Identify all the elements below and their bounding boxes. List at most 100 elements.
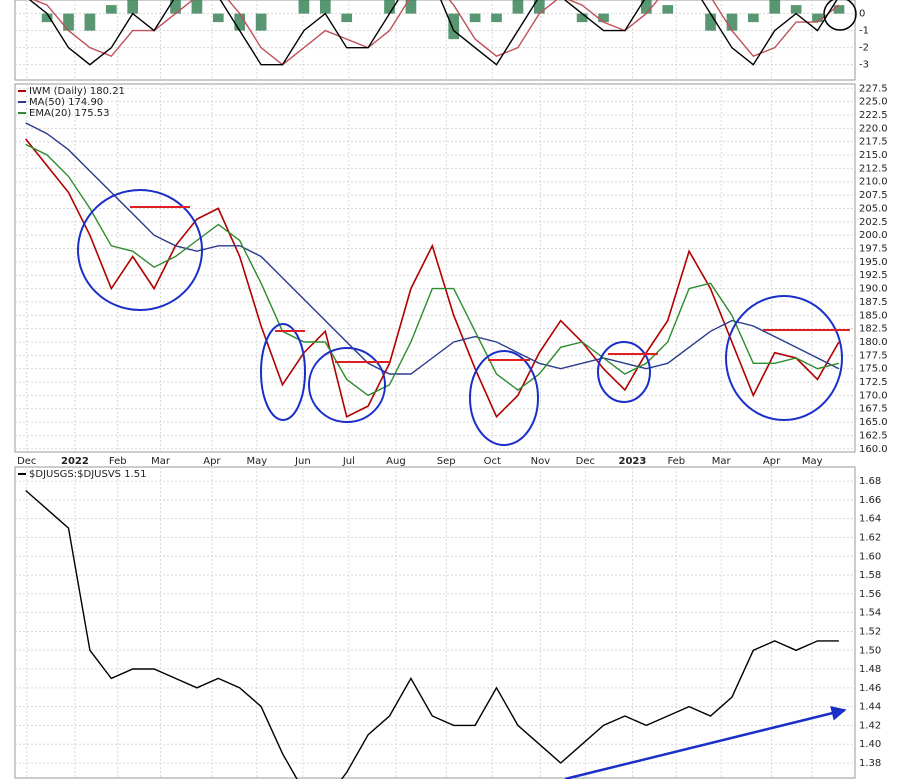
y-tick-label: 167.5 — [859, 404, 888, 415]
x-tick-label: May — [246, 456, 267, 467]
histogram-bar — [170, 0, 181, 14]
x-tick-label: Dec — [17, 456, 36, 467]
y-tick-label: -3 — [859, 60, 869, 71]
y-tick-label: 192.5 — [859, 270, 888, 281]
histogram-bar — [448, 13, 460, 40]
x-tick-label: Oct — [484, 456, 501, 467]
histogram-bar — [105, 5, 117, 14]
y-tick-label: 217.5 — [859, 137, 888, 148]
y-tick-label: 172.5 — [859, 377, 888, 388]
y-tick-label: 220.0 — [859, 123, 888, 134]
x-tick-label: Mar — [151, 456, 171, 467]
y-tick-label: 200.0 — [859, 230, 888, 241]
y-tick-label: 1.42 — [859, 720, 881, 731]
histogram-bar — [598, 13, 609, 23]
y-tick-label: 202.5 — [859, 217, 888, 228]
plot-layer: 0 -1 -2 -3 160.0 162.5 165.0 167.5 170.0 172.5 175… — [15, 0, 888, 779]
y-tick-label: 197.5 — [859, 244, 888, 255]
histogram-bar — [341, 13, 353, 23]
y-tick-label: 0 — [859, 9, 865, 20]
annotation-circle — [823, 0, 857, 31]
x-tick-label: Feb — [109, 456, 127, 467]
histogram-bar — [533, 0, 545, 14]
y-tick-label: 1.40 — [859, 739, 881, 750]
x-tick-label: Dec — [576, 456, 595, 467]
histogram-bar — [512, 0, 524, 14]
y-tick-label: 1.50 — [859, 645, 881, 656]
histogram-bar — [319, 0, 331, 14]
series-line — [28, 0, 838, 66]
y-tick-label: 185.0 — [859, 310, 888, 321]
x-tick-label: May — [802, 456, 823, 467]
x-tick-label: Feb — [667, 456, 685, 467]
y-tick-label: 180.0 — [859, 337, 888, 348]
y-tick-label: 205.0 — [859, 203, 888, 214]
y-tick-label: 1.44 — [859, 702, 881, 713]
trend-arrow — [564, 705, 847, 779]
annotations — [77, 0, 857, 779]
y-tick-label: 195.0 — [859, 257, 888, 268]
annotation-circle — [260, 323, 306, 421]
series-line — [25, 143, 840, 397]
histogram-bar — [705, 13, 716, 31]
y-tick-label: 1.56 — [859, 589, 881, 600]
histogram-bar — [469, 13, 481, 23]
annotation-circle — [469, 350, 539, 446]
y-tick-label: 170.0 — [859, 390, 888, 401]
y-tick-label: 1.68 — [859, 476, 881, 487]
series-line — [25, 489, 839, 779]
x-tick-label: Aug — [386, 456, 406, 467]
panel-frame — [14, 466, 856, 779]
histogram-bar — [84, 13, 96, 31]
histogram-bar — [298, 0, 310, 14]
series-line — [25, 122, 840, 375]
series-line — [25, 138, 840, 419]
y-tick-label: 1.60 — [859, 551, 881, 562]
histogram-bar — [491, 13, 502, 23]
legend-label: EMA(20) 175.53 — [29, 108, 109, 119]
y-tick-label: 215.0 — [859, 150, 888, 161]
y-tick-label: 1.54 — [859, 608, 881, 619]
y-tick-label: -2 — [859, 43, 869, 54]
y-tick-label: 187.5 — [859, 297, 888, 308]
histogram-bar — [790, 5, 802, 14]
y-tick-label: 177.5 — [859, 350, 888, 361]
histogram-bar — [234, 13, 246, 31]
y-tick-label: 162.5 — [859, 430, 888, 441]
x-tick-label: Apr — [203, 456, 221, 467]
histogram-bar — [747, 13, 759, 23]
histogram-bar — [405, 0, 417, 14]
annotation-circle — [725, 295, 843, 421]
y-tick-label: 165.0 — [859, 417, 888, 428]
y-tick-label: 225.0 — [859, 97, 888, 108]
y-tick-label: 207.5 — [859, 190, 888, 201]
histogram-bar — [255, 13, 267, 31]
panel-frame — [14, 0, 856, 81]
x-tick-label: Jun — [294, 456, 311, 467]
y-tick-label: 227.5 — [859, 83, 888, 94]
series-line — [32, 0, 840, 66]
histogram-bar — [662, 5, 674, 14]
plot-area — [15, 84, 855, 452]
x-tick-label: Mar — [712, 456, 732, 467]
x-tick-label: Sep — [437, 456, 456, 467]
histogram-bar — [212, 13, 224, 23]
plot-area — [15, 0, 855, 80]
x-tick-label: Apr — [763, 456, 781, 467]
histogram-bar — [127, 0, 139, 14]
y-tick-label: 222.5 — [859, 110, 888, 121]
y-tick-label: 210.0 — [859, 177, 888, 188]
y-tick-label: 1.66 — [859, 495, 881, 506]
plot-area — [15, 467, 855, 779]
histogram-bar — [576, 13, 588, 23]
panel-frame — [14, 83, 856, 453]
histogram-bar — [41, 13, 53, 23]
legend-label: $DJUSGS:$DJUSVS 1.51 — [29, 469, 146, 480]
y-tick-label: 1.64 — [859, 514, 881, 525]
x-tick-label: 2022 — [61, 456, 89, 467]
histogram-bar — [384, 0, 395, 14]
legend-label: IWM (Daily) 180.21 — [29, 86, 125, 97]
y-tick-label: -1 — [859, 26, 869, 37]
y-tick-label: 175.0 — [859, 364, 888, 375]
